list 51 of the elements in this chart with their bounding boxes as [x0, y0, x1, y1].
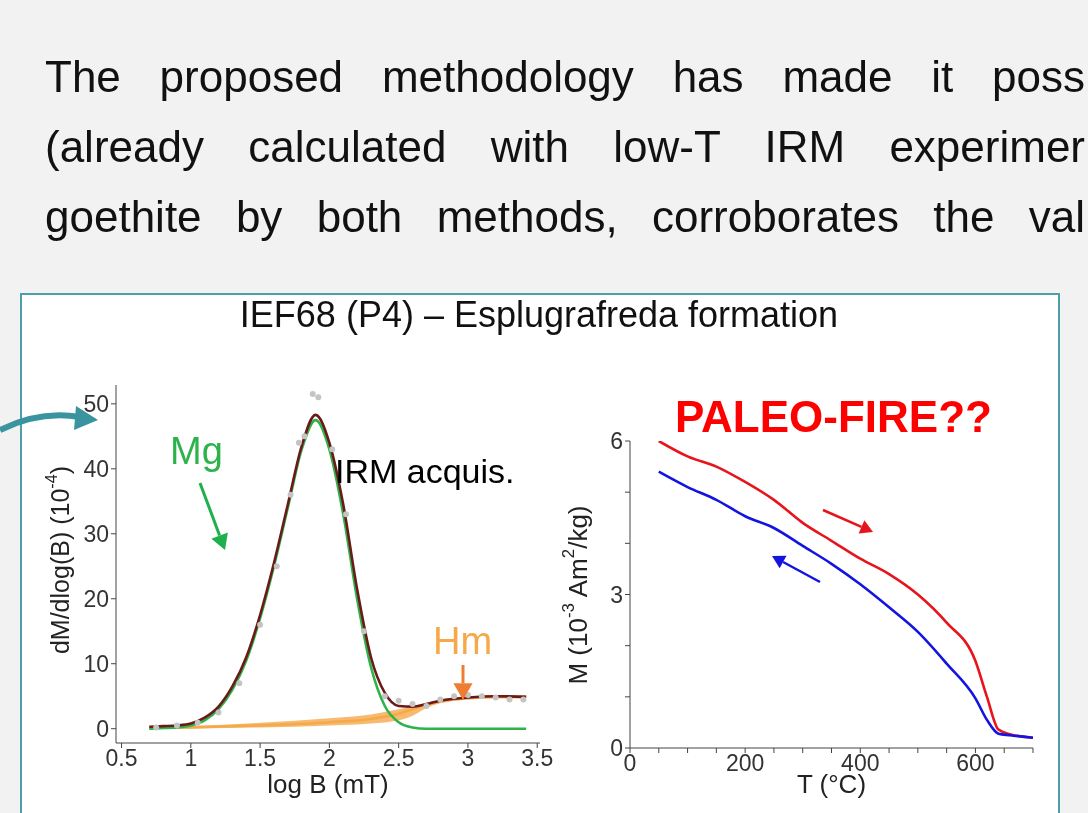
point: [236, 680, 243, 687]
series-label: Hm: [433, 620, 493, 663]
point: [451, 693, 458, 700]
point: [329, 446, 336, 453]
y-tick-label: 30: [83, 520, 109, 547]
point: [520, 696, 527, 703]
x-tick-label: 0.5: [105, 745, 138, 772]
point: [295, 439, 302, 446]
y-tick-label: 3: [610, 581, 623, 608]
point: [257, 621, 264, 628]
point: [215, 709, 222, 716]
x-tick-label: 2: [322, 745, 336, 772]
point: [437, 696, 444, 703]
point: [173, 722, 180, 729]
text: goethite by both methods, corroborates the val: [45, 192, 1085, 243]
x-tick-label: 1: [184, 745, 198, 772]
point: [343, 511, 349, 518]
x-tick-label: 600: [956, 750, 995, 777]
point: [409, 701, 416, 707]
point: [395, 697, 402, 704]
y-tick-label: 20: [83, 585, 109, 612]
annotation: PALEO-FIRE??: [675, 392, 992, 442]
point: [153, 724, 160, 731]
point: [381, 693, 388, 700]
point: [506, 696, 513, 703]
y-tick-label: 6: [610, 428, 623, 455]
point: [301, 433, 308, 440]
point: [492, 694, 499, 701]
point: [194, 719, 201, 726]
x-axis-title: log B (mT): [267, 769, 389, 799]
x-tick-label: 200: [725, 750, 765, 777]
annotation: IRM acquis.: [335, 452, 515, 491]
x-tick-label: 3: [461, 745, 475, 772]
point: [361, 628, 368, 635]
point: [309, 391, 316, 398]
x-tick-label: 1.5: [244, 745, 277, 772]
y-tick-label: 40: [83, 455, 109, 482]
x-tick-label: 2.5: [382, 745, 415, 772]
point: [423, 702, 430, 709]
series-label: Mg: [170, 430, 223, 473]
text: (already calculated with low-T IRM experimer: [45, 122, 1085, 173]
chart-title: IEF68 (P4) – Esplugrafreda formation: [238, 294, 840, 336]
x-tick-label: 3.5: [521, 745, 554, 772]
point: [315, 394, 322, 401]
text: The proposed methodology has made it poss: [45, 52, 1085, 103]
point: [273, 563, 280, 570]
y-tick-label: 50: [83, 391, 109, 418]
y-tick-label: 0: [96, 715, 109, 742]
point: [287, 491, 294, 498]
y-tick-label: 10: [83, 650, 109, 677]
point: [478, 693, 485, 700]
